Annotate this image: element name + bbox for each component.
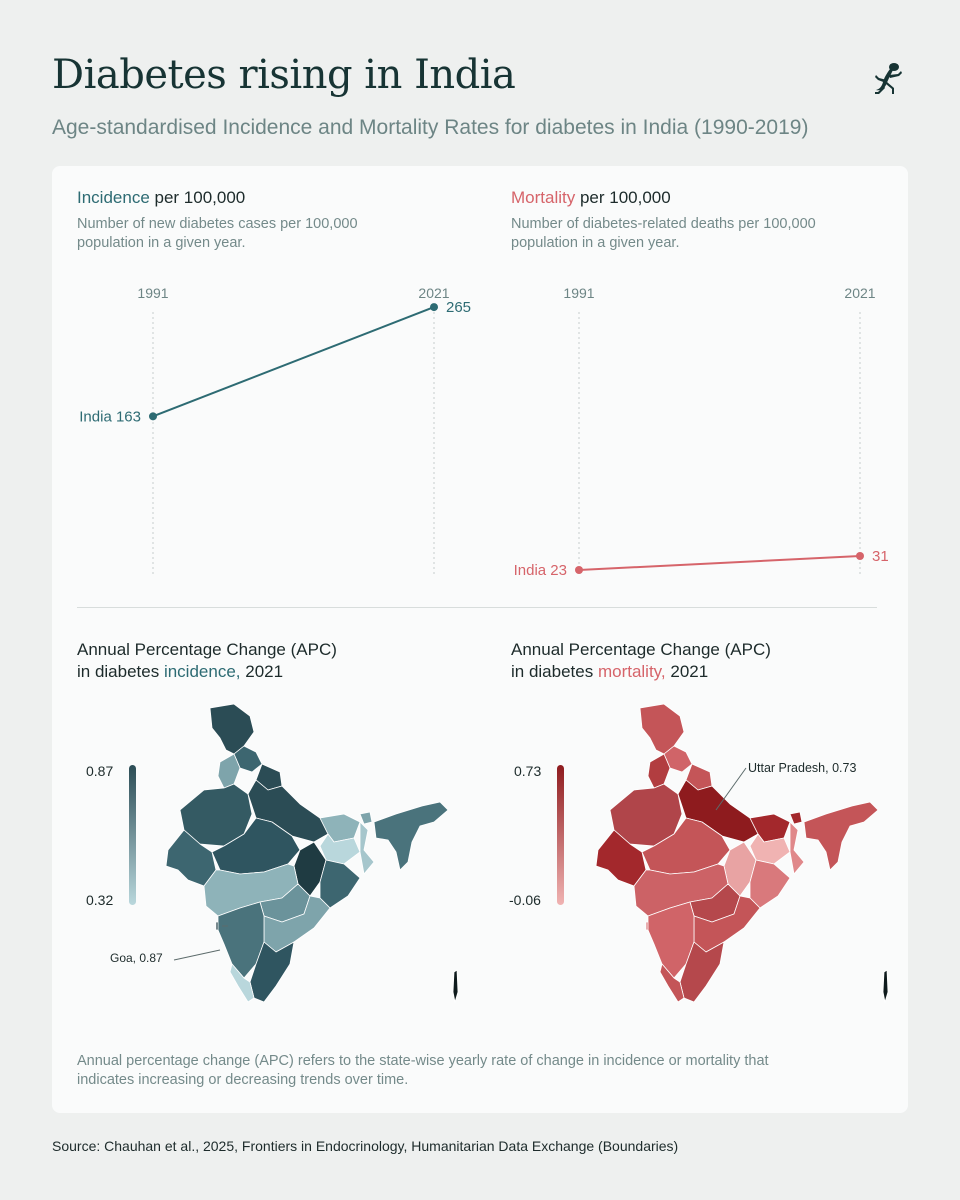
mortality-chart: 1991 2021 India 23 31 xyxy=(514,285,889,579)
map-region-odisha xyxy=(319,859,361,909)
mortality-map xyxy=(595,703,889,1003)
map-region-north xyxy=(209,703,255,755)
mortality-year-label: 2021 xyxy=(844,285,875,301)
mortality-year-label: 1991 xyxy=(563,285,594,301)
map-region-sikkim xyxy=(789,811,803,825)
mortality-map-title-suffix: 2021 xyxy=(665,662,709,681)
map-region-jharkhand xyxy=(319,833,361,865)
map-region-jharkhand xyxy=(749,833,791,865)
section-divider xyxy=(77,607,877,608)
map-region-westbengal xyxy=(789,821,805,875)
mortality-map-title-highlight: mortality, xyxy=(597,662,666,681)
content-card: Incidence per 100,000 Number of new diab… xyxy=(52,166,908,1113)
mortality-series-line xyxy=(578,555,861,571)
incidence-title: Incidence per 100,000 xyxy=(77,187,245,209)
incidence-legend-min: 0.32 xyxy=(86,892,114,908)
mortality-title: Mortality per 100,000 xyxy=(511,187,671,209)
page-title: Diabetes rising in India xyxy=(52,52,516,98)
map-region-kerala xyxy=(659,963,685,1003)
incidence-chart: 1991 2021 India 163 265 xyxy=(79,285,471,574)
mortality-data-point xyxy=(856,552,864,560)
uttar-pradesh-callout-line xyxy=(715,767,747,811)
gecko-icon xyxy=(875,63,902,94)
incidence-data-point xyxy=(430,303,438,312)
page-subtitle: Age-standardised Incidence and Mortality… xyxy=(52,116,809,139)
mortality-title-rest: per 100,000 xyxy=(575,188,671,207)
incidence-data-point xyxy=(149,412,157,421)
map-region-kerala xyxy=(229,963,255,1003)
mortality-map-title-line1: Annual Percentage Change (APC) xyxy=(511,640,771,659)
mortality-title-highlight: Mortality xyxy=(511,188,576,207)
incidence-description: Number of new diabetes cases per 100,000… xyxy=(77,216,358,251)
mortality-legend-max: 0.73 xyxy=(514,763,542,779)
uttar-pradesh-callout: Uttar Pradesh, 0.73 xyxy=(748,761,857,775)
incidence-map-title-prefix: in diabetes xyxy=(77,662,164,681)
map-region-northeast xyxy=(373,801,449,871)
mortality-end-label: 31 xyxy=(872,548,889,565)
apc-note: Annual percentage change (APC) refers to… xyxy=(77,1053,769,1088)
incidence-map-title-suffix: 2021 xyxy=(240,662,284,681)
goa-callout: Goa, 0.87 xyxy=(110,951,163,965)
map-region-north xyxy=(639,703,685,755)
goa-callout-line xyxy=(173,949,221,961)
mortality-legend-min: -0.06 xyxy=(509,892,541,908)
map-region-odisha xyxy=(749,859,791,909)
map-region-andaman xyxy=(882,969,889,1003)
incidence-map-title-highlight: incidence, xyxy=(163,662,241,681)
mortality-map-title-prefix: in diabetes xyxy=(511,662,598,681)
incidence-legend-max: 0.87 xyxy=(86,763,114,779)
incidence-year-label: 2021 xyxy=(418,285,449,301)
incidence-map-title: Annual Percentage Change (APC) in diabet… xyxy=(77,639,337,683)
incidence-year-label: 1991 xyxy=(137,285,168,301)
source-text: Source: Chauhan et al., 2025, Frontiers … xyxy=(52,1138,679,1154)
incidence-title-rest: per 100,000 xyxy=(149,188,246,207)
mortality-legend-bar xyxy=(557,765,564,905)
mortality-description: Number of diabetes-related deaths per 10… xyxy=(511,216,816,251)
incidence-start-label: India 163 xyxy=(79,408,141,425)
incidence-end-label: 265 xyxy=(446,299,471,316)
mortality-data-point xyxy=(575,566,583,574)
incidence-title-highlight: Incidence xyxy=(77,188,150,207)
map-region-northeast xyxy=(803,801,879,871)
mortality-map-title: Annual Percentage Change (APC) in diabet… xyxy=(511,639,771,683)
map-region-westbengal xyxy=(359,821,375,875)
incidence-legend-bar xyxy=(129,765,136,905)
map-region-sikkim xyxy=(359,811,373,825)
mortality-start-label: India 23 xyxy=(514,562,567,579)
incidence-map xyxy=(165,703,459,1003)
map-region-andaman xyxy=(452,969,459,1003)
incidence-series-line xyxy=(152,306,435,418)
incidence-map-title-line1: Annual Percentage Change (APC) xyxy=(77,640,337,659)
slope-charts: 1991 2021 India 163 265 1991 2021 India 23 31 xyxy=(79,285,889,579)
